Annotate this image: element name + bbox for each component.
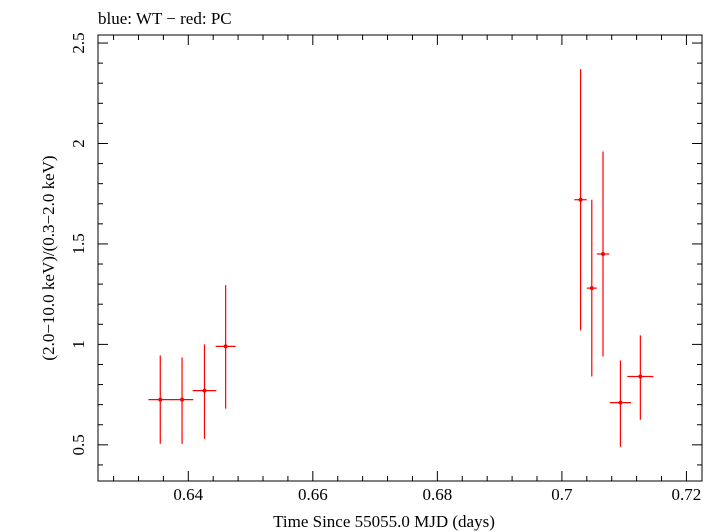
data-point	[574, 69, 587, 331]
series-pc	[148, 69, 654, 447]
y-tick-label: 2.5	[69, 32, 88, 53]
x-tick-label: 0.72	[672, 485, 702, 504]
data-point	[170, 357, 194, 444]
x-axis: 0.64 0.66 0.68 0.7 0.72	[113, 35, 702, 504]
point-marker	[158, 397, 163, 402]
y-tick-label: 1.5	[69, 233, 88, 254]
data-point	[148, 355, 173, 444]
point-marker	[578, 197, 583, 202]
x-tick-label: 0.64	[173, 485, 203, 504]
data-point	[627, 335, 654, 420]
y-tick-label: 2	[69, 139, 88, 148]
plot-frame	[97, 34, 703, 482]
y-axis-label: (2.0−10.0 keV)/(0.3−2.0 keV)	[39, 155, 58, 360]
point-marker	[180, 397, 185, 402]
point-marker	[638, 374, 643, 379]
x-tick-label: 0.7	[551, 485, 573, 504]
point-marker	[618, 400, 623, 405]
data-point	[192, 344, 217, 439]
point-marker	[600, 251, 605, 256]
point-marker	[223, 344, 228, 349]
x-axis-label: Time Since 55055.0 MJD (days)	[273, 512, 495, 531]
data-point	[596, 151, 610, 357]
point-marker	[589, 286, 594, 291]
y-tick-label: 1	[69, 340, 88, 349]
y-tick-label: 0.5	[69, 434, 88, 455]
data-point	[609, 360, 632, 447]
chart-title: blue: WT − red: PC	[98, 9, 232, 28]
point-marker	[202, 388, 207, 393]
x-tick-label: 0.68	[422, 485, 452, 504]
data-point	[215, 285, 236, 409]
y-axis: 0.5 1 1.5 2 2.5	[69, 32, 702, 466]
data-point	[586, 199, 597, 377]
x-tick-label: 0.66	[298, 485, 328, 504]
